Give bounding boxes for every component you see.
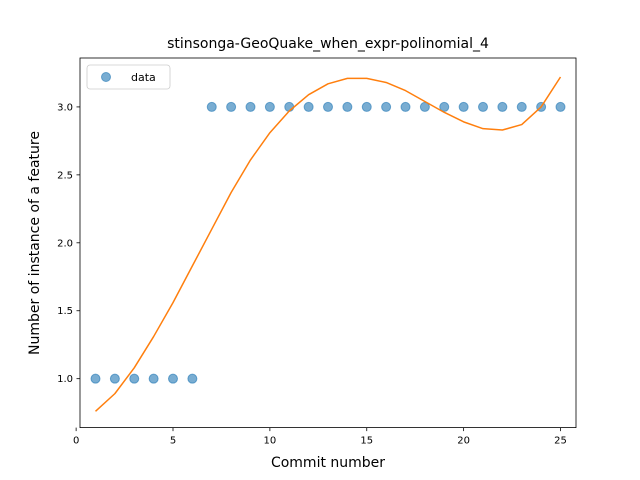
scatter-point: [245, 101, 256, 112]
y-axis-label: Number of instance of a feature: [27, 131, 43, 355]
series-layer: [90, 76, 566, 412]
y-tick-label: 3.0: [57, 102, 73, 113]
x-tick-label: 25: [554, 436, 567, 447]
x-tick-label: 15: [360, 436, 373, 447]
scatter-point: [168, 373, 178, 384]
plot-frame: [79, 57, 577, 429]
scatter-point: [458, 101, 469, 112]
scatter-point: [555, 101, 566, 112]
scatter-point: [342, 101, 353, 112]
scatter-point: [381, 101, 392, 112]
x-axis-label: Commit number: [271, 455, 385, 471]
x-axis-ticks: 0 5 10 15 20 25: [73, 427, 567, 447]
scatter-point: [226, 101, 237, 112]
x-tick-label: 10: [264, 436, 277, 447]
chart-title: stinsonga-GeoQuake_when_expr-polinomial_…: [167, 36, 489, 52]
fit-line: [94, 76, 562, 412]
scatter-point: [187, 373, 198, 384]
scatter-point: [323, 101, 333, 112]
scatter-point: [497, 101, 508, 112]
scatter-point: [148, 373, 159, 384]
scatter-point: [303, 101, 314, 112]
scatter-point: [90, 373, 101, 384]
legend: data: [86, 64, 171, 90]
legend-box: [86, 64, 171, 90]
legend-label-data: data: [131, 71, 156, 84]
scatter-point: [264, 101, 275, 112]
legend-marker-data: [101, 72, 111, 82]
scatter-point: [516, 101, 527, 112]
x-tick-label: 0: [73, 436, 79, 447]
x-tick-label: 5: [170, 436, 176, 447]
y-tick-label: 1.5: [57, 306, 73, 317]
scatter-point: [478, 101, 488, 112]
scatter-point: [109, 373, 120, 384]
scatter-point: [400, 101, 411, 112]
y-tick-label: 2.5: [57, 170, 73, 181]
y-axis-ticks: 1.0 1.5 2.0 2.5 3.0: [57, 102, 80, 385]
scatter-point: [361, 101, 372, 112]
scatter-point: [439, 101, 450, 112]
scatter-point: [129, 373, 140, 384]
scatter-point: [419, 101, 430, 112]
y-tick-label: 1.0: [57, 374, 73, 385]
y-tick-label: 2.0: [57, 238, 73, 249]
scatter-point: [206, 101, 217, 112]
x-tick-label: 20: [457, 436, 470, 447]
